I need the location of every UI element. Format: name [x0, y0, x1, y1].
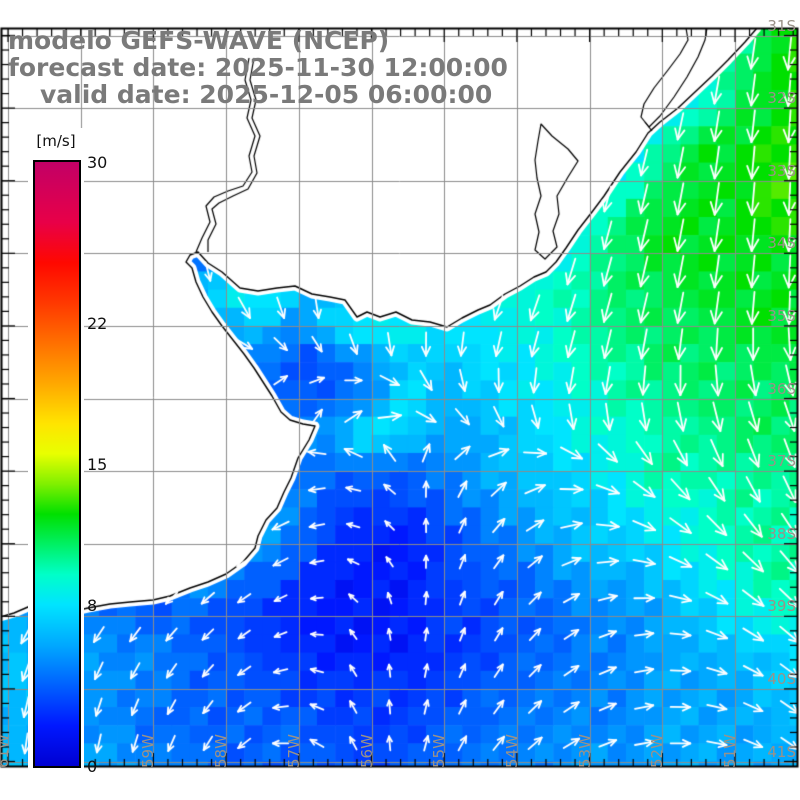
lat-label: 34S — [767, 234, 796, 253]
lat-label: 37S — [767, 452, 796, 471]
lat-label: 41S — [767, 742, 796, 761]
lon-label: 57W — [284, 734, 303, 768]
colorbar-tick-label: 30 — [87, 153, 108, 172]
lat-label: 39S — [767, 597, 796, 616]
lon-label: 59W — [139, 734, 158, 768]
lon-label: 55W — [430, 734, 449, 768]
lon-label: 52W — [648, 734, 667, 768]
colorbar-panel: [m/s] — [28, 128, 84, 771]
lat-label: 31S — [767, 16, 796, 35]
lon-label: 58W — [212, 734, 231, 768]
lon-label: 51W — [721, 734, 739, 768]
lon-label: 54W — [502, 734, 521, 768]
lon-label: 56W — [357, 734, 376, 768]
colorbar-tick-label: 15 — [87, 455, 108, 474]
lon-label: 61W — [0, 734, 12, 768]
colorbar-tick-label: 22 — [87, 314, 108, 334]
colorbar-tick-label: 0 — [87, 757, 98, 776]
colorbar-tick-label: 8 — [87, 595, 98, 615]
lat-label: 40S — [767, 669, 796, 688]
model-title: modelo GEFS-WAVE (NCEP) — [8, 26, 390, 55]
valid-date-line: valid date: 2025-12-05 06:00:00 — [40, 80, 493, 109]
lat-label: 36S — [767, 379, 796, 398]
colorbar-gradient — [33, 160, 81, 768]
lat-label: 33S — [767, 161, 796, 180]
lon-label: 53W — [575, 734, 594, 768]
lat-label: 32S — [767, 89, 796, 108]
forecast-date-line: forecast date: 2025-11-30 12:00:00 — [8, 53, 508, 82]
colorbar-unit-label: [m/s] — [36, 132, 76, 150]
lat-label: 35S — [767, 306, 796, 325]
lat-label: 38S — [767, 524, 796, 543]
